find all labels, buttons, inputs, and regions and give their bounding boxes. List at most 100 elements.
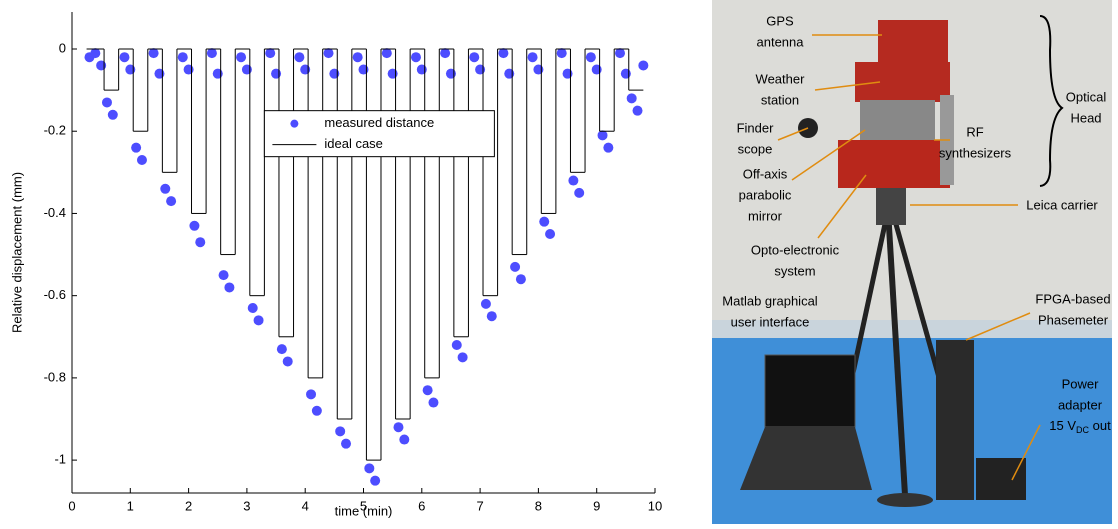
- data-point: [469, 52, 480, 63]
- annotation-line: FPGA-based: [1035, 291, 1110, 306]
- data-point: [381, 48, 392, 59]
- text-part: 15 V: [1049, 418, 1076, 433]
- annotation-line: Optical: [1066, 89, 1107, 104]
- weather-box: [855, 62, 950, 102]
- annotation: Weather station: [756, 71, 806, 107]
- data-point: [119, 52, 130, 63]
- annotation-line: Opto-electronic: [751, 242, 840, 257]
- x-tick-label: 4: [302, 498, 309, 513]
- x-tick-label: 0: [68, 498, 75, 513]
- data-point: [638, 60, 649, 71]
- x-tick-label: 5: [360, 498, 367, 513]
- x-tick-label: 3: [243, 498, 250, 513]
- annotation: Opto-electronic system: [751, 242, 840, 278]
- data-point: [271, 68, 282, 79]
- data-point: [131, 142, 142, 153]
- data-point: [358, 64, 369, 75]
- data-point: [311, 405, 322, 416]
- data-point: [498, 48, 509, 59]
- x-tick-label: 10: [648, 498, 662, 513]
- legend-label: measured distance: [324, 115, 434, 130]
- data-point: [195, 237, 206, 248]
- data-point: [585, 52, 596, 63]
- annotation-line: GPS: [766, 13, 794, 28]
- data-point: [515, 274, 526, 285]
- tripod-foot: [877, 493, 933, 507]
- data-point: [428, 397, 439, 408]
- annotation-line: station: [761, 92, 799, 107]
- data-point: [352, 52, 363, 63]
- data-point: [416, 64, 427, 75]
- data-point: [107, 109, 118, 120]
- data-point: [218, 270, 229, 281]
- annotation-line: parabolic: [739, 187, 792, 202]
- leica-carrier: [876, 185, 906, 225]
- data-point: [154, 68, 165, 79]
- data-point: [568, 175, 579, 186]
- data-point: [370, 475, 381, 486]
- data-point: [276, 344, 287, 355]
- data-point: [457, 352, 468, 363]
- y-tick-label: -1: [54, 452, 66, 467]
- data-point: [545, 229, 556, 239]
- annotation: GPS antenna: [757, 13, 805, 49]
- data-point: [615, 48, 626, 59]
- data-point: [399, 434, 410, 445]
- annotation-line: Matlab graphical: [722, 293, 817, 308]
- data-point: [247, 303, 258, 313]
- data-point: [603, 142, 614, 153]
- annotation-line: user interface: [731, 314, 810, 329]
- x-tick-label: 1: [127, 498, 134, 513]
- data-point: [148, 48, 159, 59]
- data-point: [323, 48, 334, 59]
- data-point: [597, 130, 608, 141]
- x-tick-label: 7: [476, 498, 483, 513]
- data-point: [510, 261, 521, 272]
- data-point: [539, 216, 550, 227]
- annotation-line: 15 VDC out: [1049, 418, 1111, 435]
- y-tick-label: -0.2: [44, 123, 66, 138]
- data-point: [445, 68, 456, 79]
- annotation-line: Head: [1070, 110, 1101, 125]
- data-point: [183, 64, 194, 75]
- photo: [712, 0, 1112, 524]
- data-point: [422, 385, 433, 396]
- data-point: [329, 68, 340, 79]
- data-point: [125, 64, 136, 75]
- annotation-line: Power: [1062, 376, 1100, 391]
- data-point: [364, 463, 375, 474]
- data-point: [282, 356, 293, 367]
- gps-box: [878, 20, 948, 65]
- annotation: RF synthesizers: [939, 124, 1012, 160]
- data-point: [393, 422, 404, 433]
- data-point: [166, 196, 177, 207]
- x-tick-label: 6: [418, 498, 425, 513]
- data-point: [335, 426, 346, 437]
- annotation-line: adapter: [1058, 397, 1103, 412]
- y-tick-label: -0.6: [44, 287, 66, 302]
- phasemeter: [936, 340, 974, 500]
- data-point: [451, 340, 462, 350]
- annotation: Finder scope: [737, 120, 775, 156]
- annotation-line: Finder: [737, 120, 775, 135]
- x-axis-label: time (min): [335, 503, 393, 518]
- data-point: [212, 68, 223, 79]
- data-point: [253, 315, 264, 326]
- data-point: [480, 298, 491, 309]
- data-point: [306, 389, 317, 400]
- data-point: [341, 438, 352, 449]
- annotation-line: Phasemeter: [1038, 312, 1109, 327]
- data-point: [475, 64, 486, 75]
- data-point: [224, 282, 235, 293]
- annotation-line: Leica carrier: [1026, 197, 1098, 212]
- x-tick-label: 8: [535, 498, 542, 513]
- data-point: [632, 105, 643, 116]
- brace: [1039, 15, 1064, 187]
- data-point: [294, 52, 305, 63]
- annotation: Off-axis parabolic mirror: [739, 166, 792, 223]
- data-point: [160, 183, 171, 194]
- data-point: [626, 93, 637, 104]
- data-point: [136, 155, 147, 165]
- y-tick-label: -0.4: [44, 205, 66, 220]
